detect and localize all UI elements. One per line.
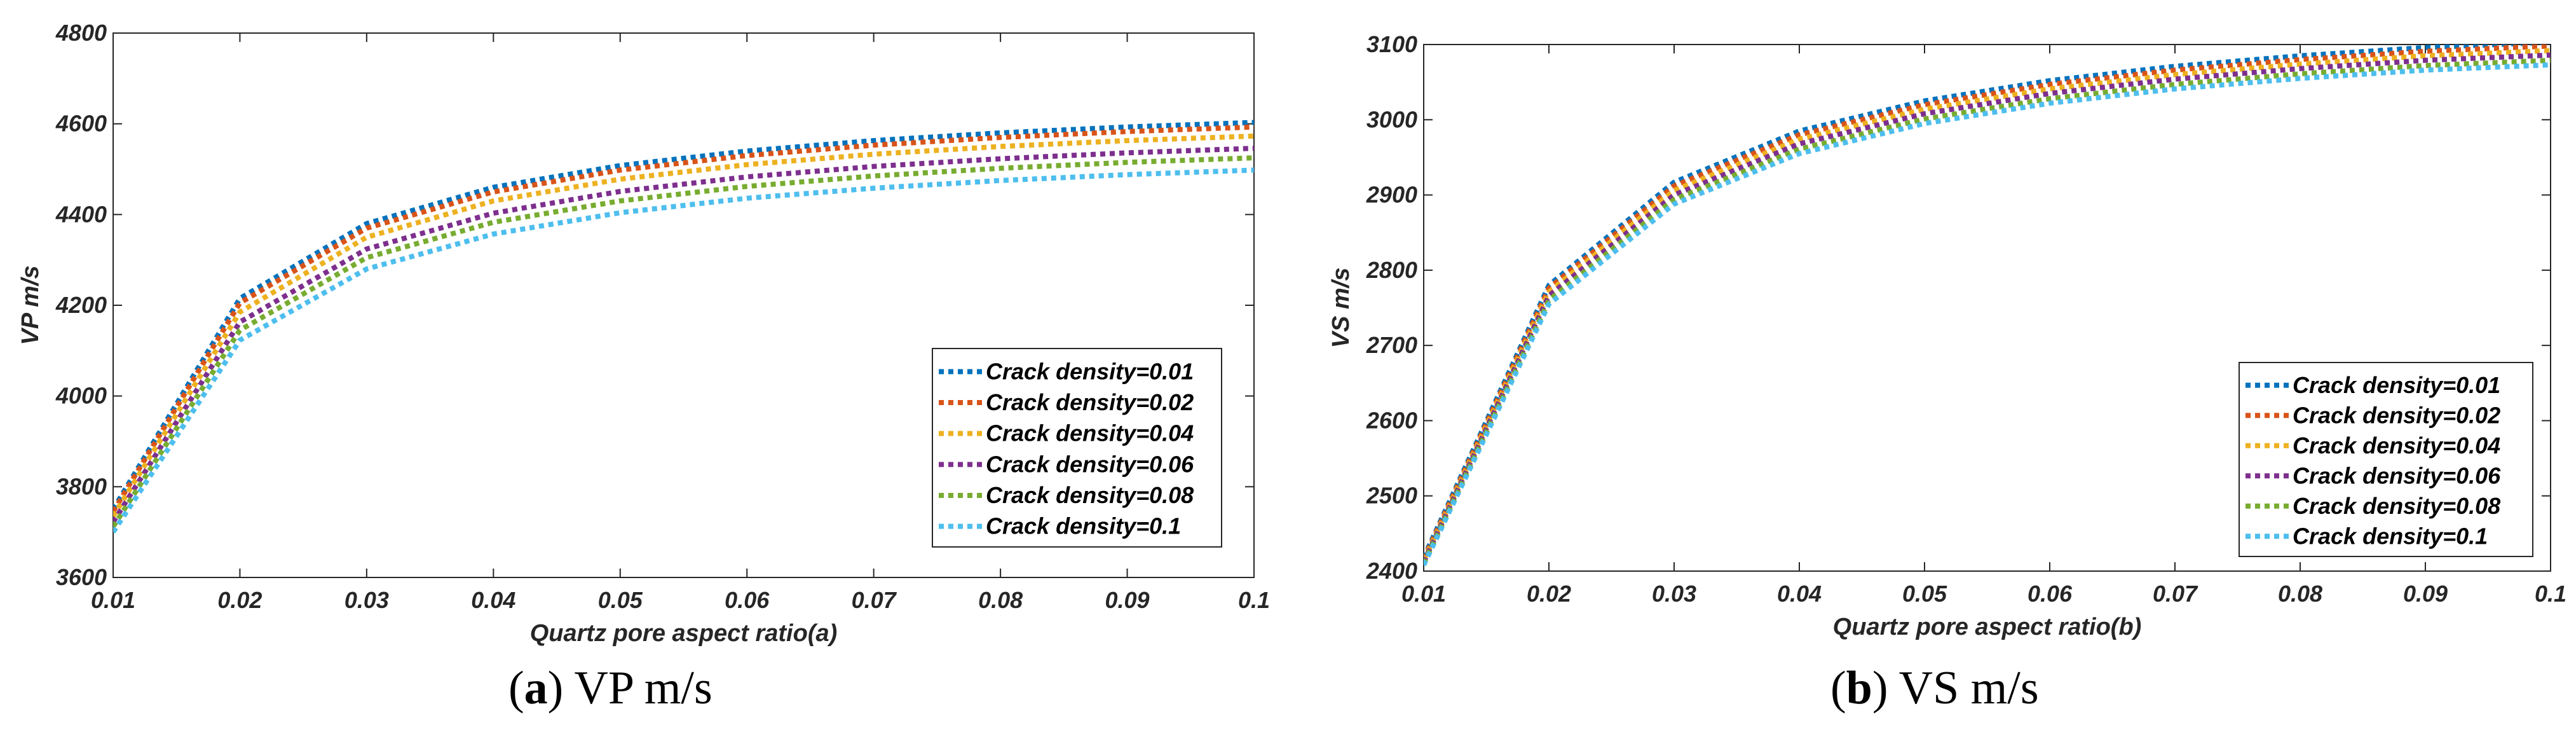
legend-entry: Crack density=0.08: [986, 482, 1194, 508]
series-line: [113, 146, 1254, 524]
series-line: [113, 155, 1254, 528]
legend: Crack density=0.01 Crack density=0.02 Crac…: [2239, 362, 2533, 557]
y-axis-label: VP m/s: [17, 265, 44, 345]
x-tick-label: 0.09: [1105, 587, 1150, 613]
x-tick-label: 0.09: [2403, 581, 2448, 607]
series-line: [1424, 45, 2551, 559]
x-tick-label: 0.04: [471, 587, 515, 613]
legend-entry: Crack density=0.1: [986, 513, 1181, 539]
series-group: [1424, 45, 2551, 567]
series-line: [1424, 62, 2551, 567]
series-line: [113, 167, 1254, 534]
series-line: [1424, 57, 2551, 565]
y-tick-label: 2400: [1366, 558, 1417, 584]
x-tick-label: 0.02: [217, 587, 262, 613]
x-tick-label: 0.06: [725, 587, 770, 613]
x-tick-label: 0.05: [1902, 581, 1947, 607]
x-axis-label: Quartz pore aspect ratio(b): [1833, 614, 2142, 640]
x-tick-label: 0.1: [2535, 581, 2566, 607]
legend-entry: Crack density=0.08: [2293, 493, 2500, 519]
y-tick-label: 2900: [1366, 182, 1417, 208]
x-tick-label: 0.1: [1238, 587, 1270, 613]
series-line: [1424, 48, 2551, 562]
legend-entry: Crack density=0.04: [2293, 432, 2500, 459]
y-axis-label: VS m/s: [1328, 268, 1354, 349]
caption-a: (a) VP m/s: [508, 662, 712, 714]
x-tick-label: 0.07: [2153, 581, 2198, 607]
caption-a-letter: a: [524, 662, 548, 714]
chart-panel-a: 0.01 0.02 0.03 0.04 0.05 0.06 0.07 0.08 0.09 0.1 3…: [17, 20, 1270, 647]
y-tick-label: 2800: [1366, 257, 1417, 283]
legend-entry: Crack density=0.04: [986, 420, 1194, 446]
x-tick-label: 0.05: [598, 587, 643, 613]
y-tick-label: 2500: [1366, 483, 1417, 509]
caption-b: (b) VS m/s: [1830, 662, 2039, 714]
y-tick-label: 4000: [55, 383, 107, 409]
series-line: [113, 124, 1254, 513]
series-line: [1424, 45, 2551, 560]
y-tick-label: 3100: [1366, 31, 1417, 57]
y-tick-label: 2600: [1366, 407, 1417, 433]
legend-box: [2239, 362, 2533, 557]
legend-entry: Crack density=0.02: [2293, 402, 2500, 428]
chart-panel-b: 0.01 0.02 0.03 0.04 0.05 0.06 0.07 0.08 0.09 0.1 2…: [1328, 31, 2566, 640]
x-tick-label: 0.02: [1527, 581, 1571, 607]
y-tick-label: 4600: [55, 111, 107, 137]
caption-a-text: VP m/s: [574, 662, 712, 714]
x-tick-label: 0.03: [1652, 581, 1696, 607]
x-tick-label: 0.07: [852, 587, 897, 613]
series-line: [1424, 52, 2551, 563]
x-tick-label: 0.08: [978, 587, 1023, 613]
y-tick-label: 3600: [56, 564, 107, 590]
legend-entry: Crack density=0.06: [986, 451, 1194, 477]
x-axis-label: Quartz pore aspect ratio(a): [530, 620, 838, 647]
caption-b-text: VS m/s: [1898, 662, 2039, 714]
y-tick-label: 4200: [55, 292, 107, 318]
series-line: [113, 120, 1254, 511]
x-tick-label: 0.08: [2278, 581, 2322, 607]
legend-entry: Crack density=0.02: [986, 389, 1194, 415]
caption-b-letter: b: [1846, 662, 1872, 714]
x-tick-label: 0.01: [1401, 581, 1446, 607]
series-group: [113, 120, 1254, 534]
x-tick-label: 0.01: [91, 587, 135, 613]
x-tick-label: 0.04: [1777, 581, 1822, 607]
legend-entry: Crack density=0.01: [2293, 372, 2500, 398]
x-tick-label: 0.06: [2027, 581, 2073, 607]
y-tick-label: 3800: [56, 473, 107, 499]
y-tick-label: 3000: [1366, 106, 1417, 132]
legend-box: [932, 348, 1222, 548]
x-tick-label: 0.03: [344, 587, 389, 613]
legend: Crack density=0.01 Crack density=0.02 Crac…: [932, 348, 1222, 548]
legend-entry: Crack density=0.01: [986, 358, 1194, 384]
legend-entry: Crack density=0.1: [2293, 523, 2488, 549]
y-tick-label: 2700: [1366, 332, 1417, 358]
y-tick-label: 4400: [55, 201, 107, 227]
legend-entry: Crack density=0.06: [2293, 462, 2501, 488]
y-tick-label: 4800: [55, 20, 107, 46]
